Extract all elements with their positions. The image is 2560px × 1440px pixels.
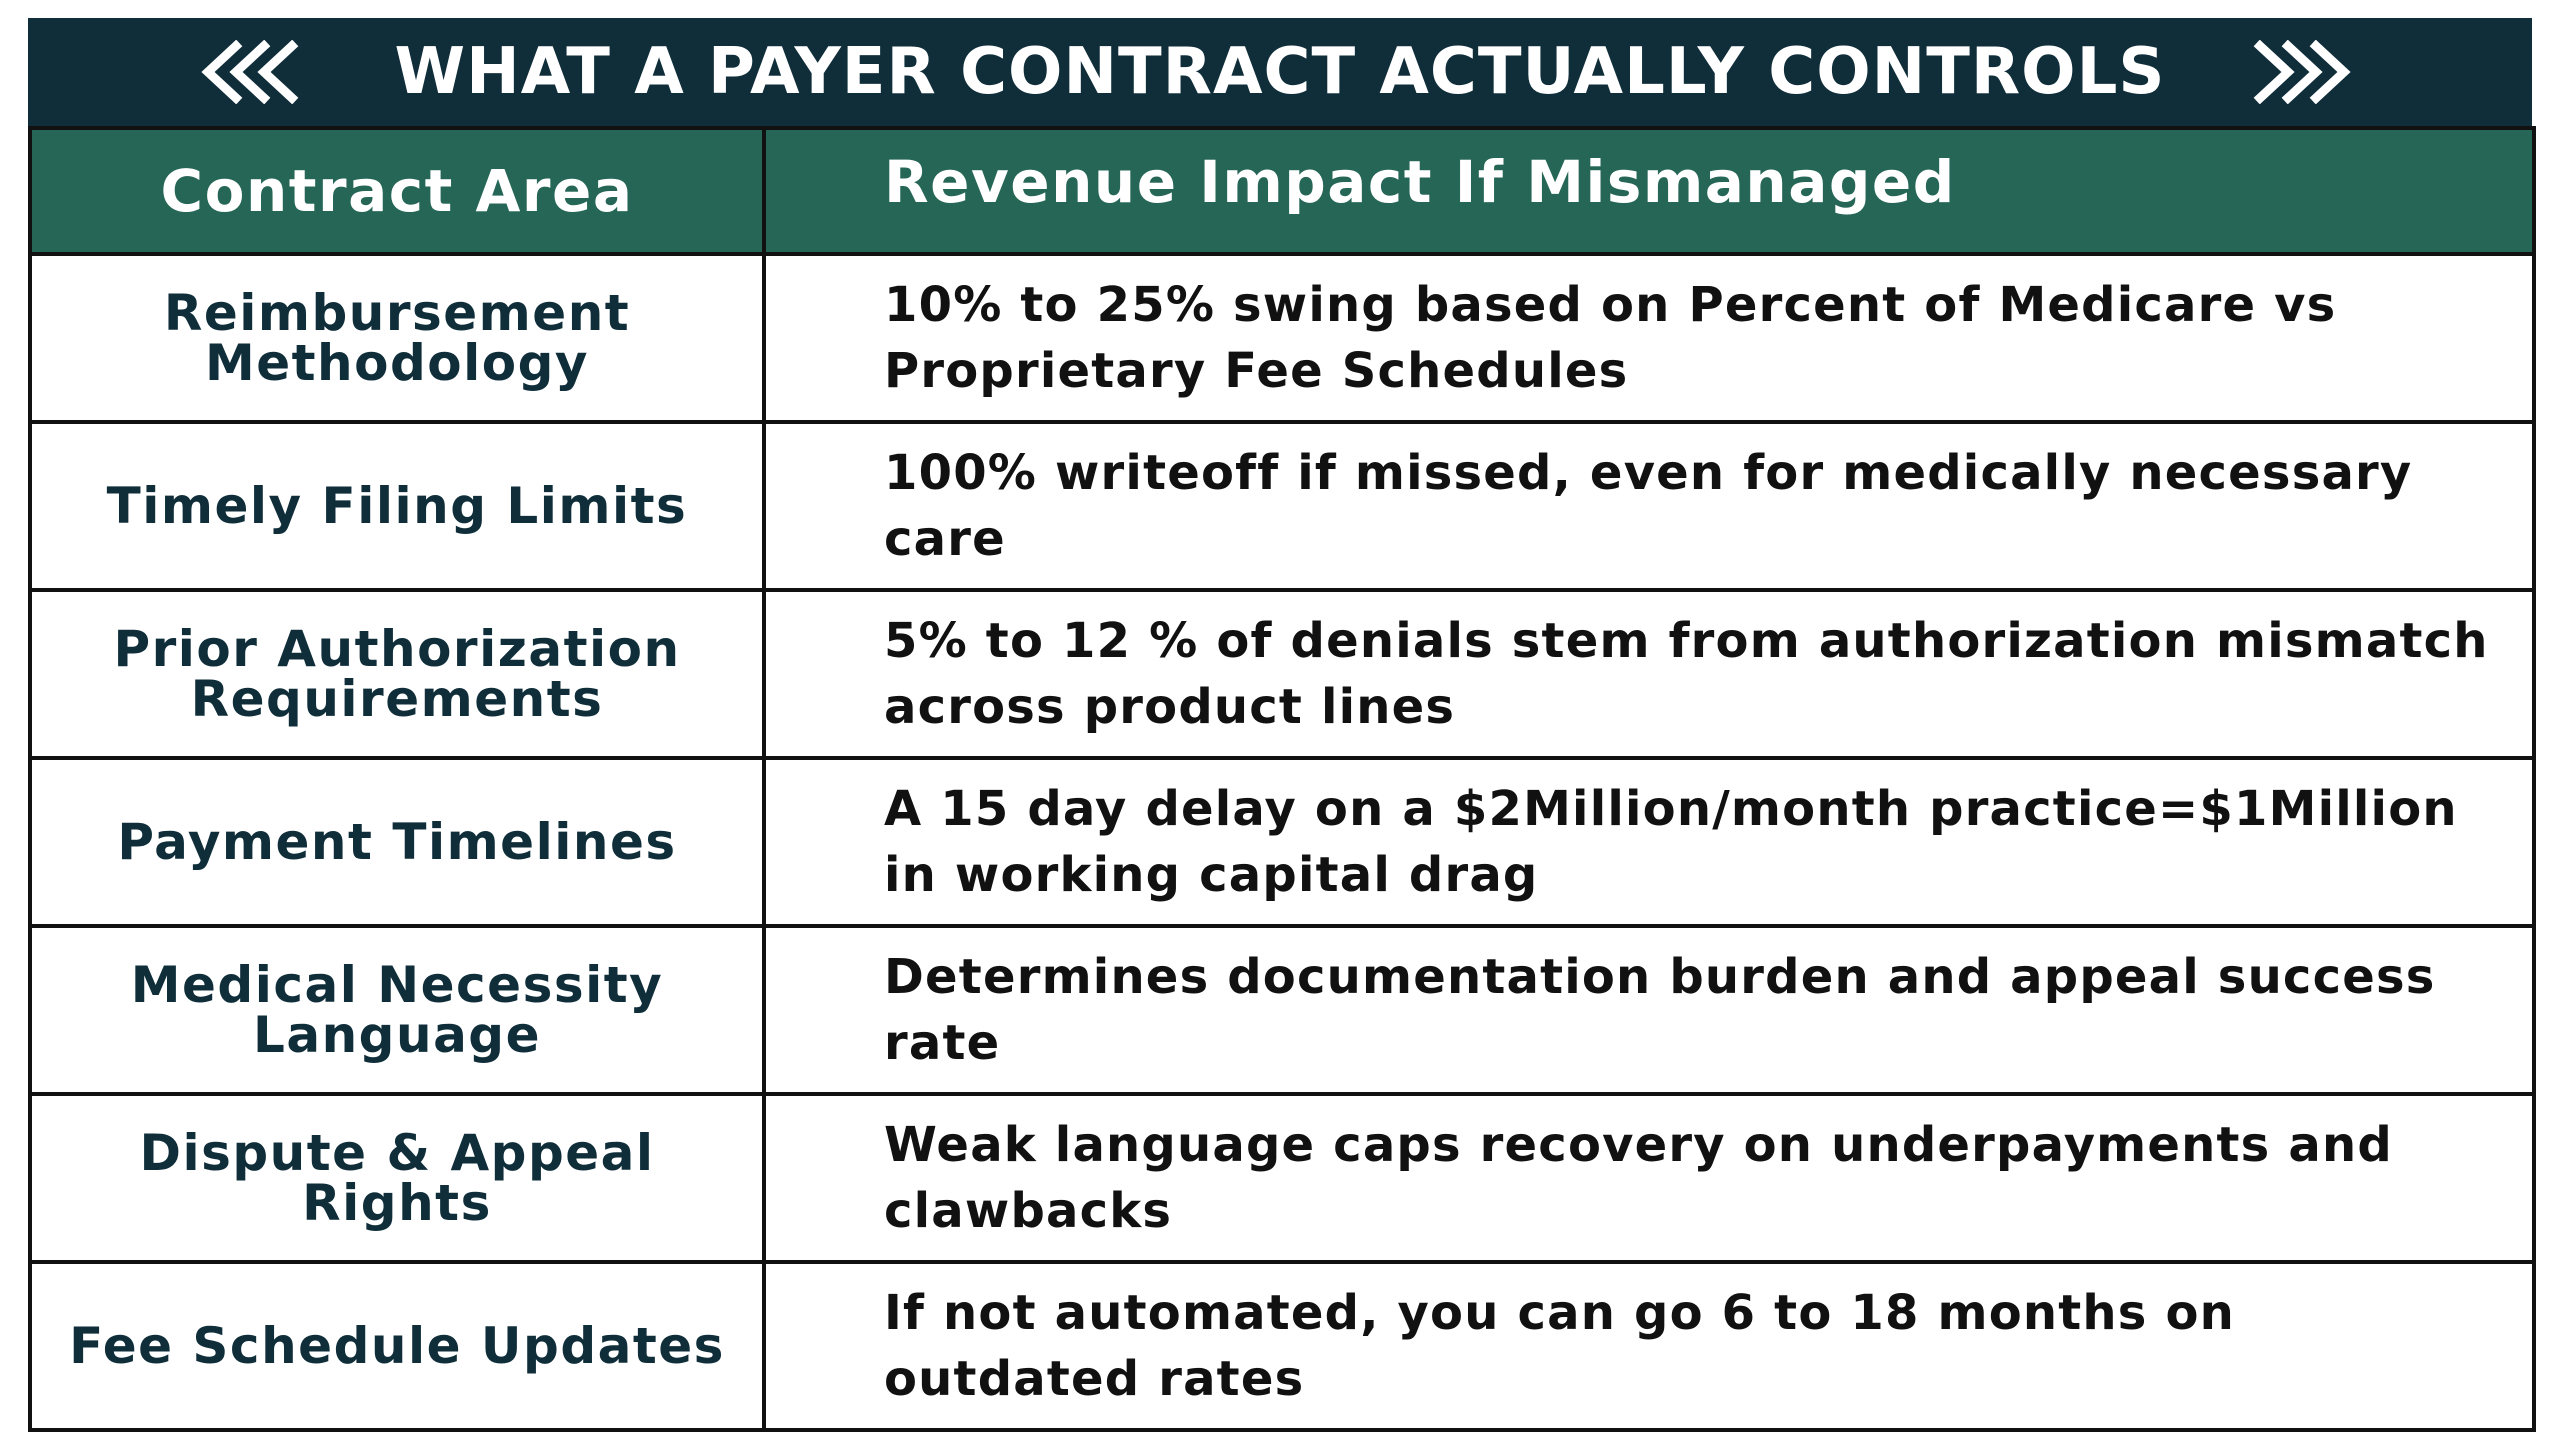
column-header-revenue-impact: Revenue Impact If Mismanaged	[762, 126, 2536, 256]
chevrons-left-icon	[201, 40, 299, 104]
contract-area-cell: Dispute & Appeal Rights	[28, 1092, 766, 1264]
contract-area-cell: Payment Timelines	[28, 756, 766, 928]
revenue-impact-cell: 100% writeoff if missed, even for medica…	[762, 420, 2536, 592]
table-row: Dispute & Appeal Rights Weak language ca…	[28, 1092, 2536, 1264]
contract-table: Contract Area Revenue Impact If Mismanag…	[28, 126, 2536, 1432]
revenue-impact-cell: Determines documentation burden and appe…	[762, 924, 2536, 1096]
title-bar: WHAT A PAYER CONTRACT ACTUALLY CONTROLS	[28, 18, 2532, 126]
contract-area-cell: Prior Authorization Requirements	[28, 588, 766, 760]
table-row: Prior Authorization Requirements 5% to 1…	[28, 588, 2536, 760]
revenue-impact-cell: 5% to 12 % of denials stem from authoriz…	[762, 588, 2536, 760]
column-header-contract-area: Contract Area	[28, 126, 766, 256]
table-row: Fee Schedule Updates If not automated, y…	[28, 1260, 2536, 1432]
table-row: Medical Necessity Language Determines do…	[28, 924, 2536, 1096]
page-title: WHAT A PAYER CONTRACT ACTUALLY CONTROLS	[394, 35, 2166, 109]
contract-area-cell: Fee Schedule Updates	[28, 1260, 766, 1432]
contract-area-cell: Reimbursement Methodology	[28, 252, 766, 424]
table-row: Reimbursement Methodology 10% to 25% swi…	[28, 252, 2536, 424]
revenue-impact-cell: Weak language caps recovery on underpaym…	[762, 1092, 2536, 1264]
table-row: Timely Filing Limits 100% writeoff if mi…	[28, 420, 2536, 592]
infographic: WHAT A PAYER CONTRACT ACTUALLY CONTROLS …	[28, 18, 2536, 1432]
chevrons-right-icon	[2253, 40, 2351, 104]
contract-area-cell: Medical Necessity Language	[28, 924, 766, 1096]
revenue-impact-cell: A 15 day delay on a $2Million/month prac…	[762, 756, 2536, 928]
revenue-impact-cell: If not automated, you can go 6 to 18 mon…	[762, 1260, 2536, 1432]
revenue-impact-cell: 10% to 25% swing based on Percent of Med…	[762, 252, 2536, 424]
table-header-row: Contract Area Revenue Impact If Mismanag…	[28, 126, 2536, 256]
table-row: Payment Timelines A 15 day delay on a $2…	[28, 756, 2536, 928]
contract-area-cell: Timely Filing Limits	[28, 420, 766, 592]
